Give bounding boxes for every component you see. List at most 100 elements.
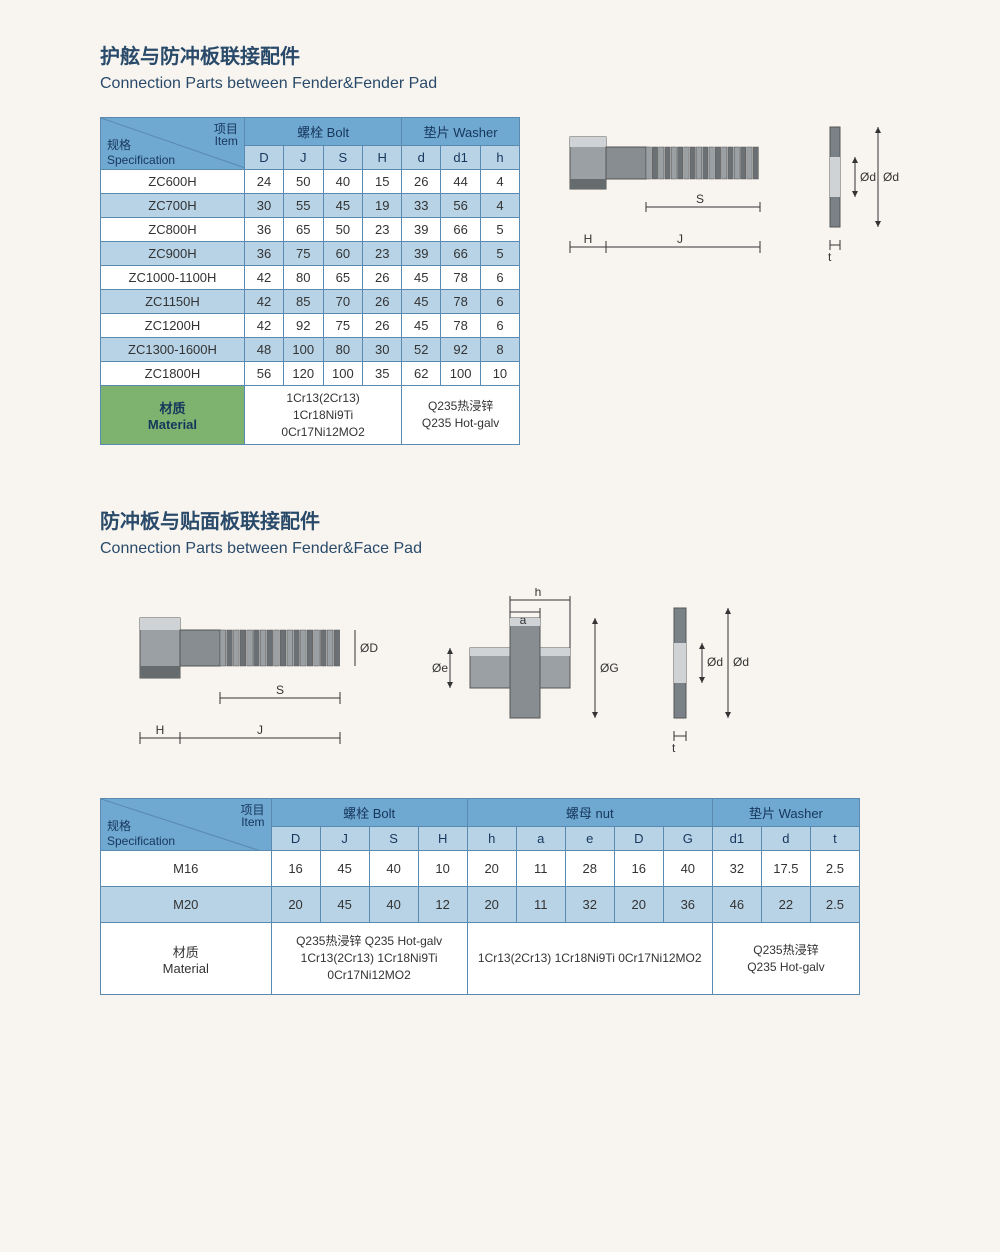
value-cell: 78 xyxy=(441,290,481,314)
value-cell: 40 xyxy=(663,851,712,887)
col-header: d xyxy=(761,827,810,851)
spec-cell: ZC1200H xyxy=(101,314,245,338)
spec-cell: M20 xyxy=(101,887,272,923)
col-header: J xyxy=(320,827,369,851)
col-header: h xyxy=(480,146,519,170)
bolt-material-2: Q235热浸锌 Q235 Hot-galv1Cr13(2Cr13) 1Cr18N… xyxy=(271,923,467,994)
value-cell: 30 xyxy=(363,338,402,362)
col-header: D xyxy=(244,146,283,170)
value-cell: 2.5 xyxy=(810,887,859,923)
value-cell: 65 xyxy=(323,266,363,290)
value-cell: 15 xyxy=(363,170,402,194)
value-cell: 19 xyxy=(363,194,402,218)
value-cell: 16 xyxy=(271,851,320,887)
svg-text:H: H xyxy=(156,723,165,737)
col-header: d1 xyxy=(712,827,761,851)
value-cell: 66 xyxy=(441,242,481,266)
value-cell: 56 xyxy=(441,194,481,218)
value-cell: 85 xyxy=(283,290,323,314)
value-cell: 44 xyxy=(441,170,481,194)
value-cell: 36 xyxy=(244,242,283,266)
value-cell: 92 xyxy=(283,314,323,338)
diagrams-section1: S H J Ød Ød1 xyxy=(560,117,900,277)
value-cell: 5 xyxy=(480,242,519,266)
value-cell: 6 xyxy=(480,266,519,290)
value-cell: 78 xyxy=(441,266,481,290)
svg-text:t: t xyxy=(672,741,676,755)
spec-cell: ZC700H xyxy=(101,194,245,218)
bolt2-diagram-icon: ØD S H J xyxy=(130,588,380,768)
washer2-diagram-icon: Ød Ød1 t xyxy=(660,588,750,768)
value-cell: 30 xyxy=(244,194,283,218)
value-cell: 6 xyxy=(480,314,519,338)
value-cell: 80 xyxy=(283,266,323,290)
value-cell: 50 xyxy=(323,218,363,242)
value-cell: 40 xyxy=(369,851,418,887)
value-cell: 45 xyxy=(320,887,369,923)
value-cell: 78 xyxy=(441,314,481,338)
svg-text:Ød1: Ød1 xyxy=(883,170,900,184)
value-cell: 52 xyxy=(402,338,441,362)
value-cell: 45 xyxy=(323,194,363,218)
washer-material: Q235热浸锌Q235 Hot-galv xyxy=(402,386,520,445)
svg-text:Ød: Ød xyxy=(707,655,723,669)
value-cell: 36 xyxy=(663,887,712,923)
spec-cell: ZC1800H xyxy=(101,362,245,386)
value-cell: 75 xyxy=(323,314,363,338)
material-label-2: 材质 Material xyxy=(101,923,272,994)
col-header: H xyxy=(418,827,467,851)
col-header: S xyxy=(369,827,418,851)
value-cell: 20 xyxy=(271,887,320,923)
value-cell: 24 xyxy=(244,170,283,194)
value-cell: 50 xyxy=(283,170,323,194)
svg-text:J: J xyxy=(257,723,263,737)
value-cell: 40 xyxy=(323,170,363,194)
value-cell: 23 xyxy=(363,242,402,266)
svg-text:Ød: Ød xyxy=(860,170,876,184)
diagrams-section2: ØD S H J h xyxy=(100,588,900,768)
value-cell: 92 xyxy=(441,338,481,362)
value-cell: 45 xyxy=(402,290,441,314)
value-cell: 23 xyxy=(363,218,402,242)
value-cell: 36 xyxy=(244,218,283,242)
value-cell: 40 xyxy=(369,887,418,923)
section-fender-pad: 护舷与防冲板联接配件 Connection Parts between Fend… xyxy=(100,40,900,445)
value-cell: 100 xyxy=(283,338,323,362)
spec-cell: ZC1300-1600H xyxy=(101,338,245,362)
value-cell: 20 xyxy=(467,887,516,923)
washer-header: 垫片 Washer xyxy=(402,118,520,146)
value-cell: 65 xyxy=(283,218,323,242)
nut-header: 螺母 nut xyxy=(467,799,712,827)
value-cell: 20 xyxy=(614,887,663,923)
section1-title-en: Connection Parts between Fender&Fender P… xyxy=(100,75,900,93)
value-cell: 75 xyxy=(283,242,323,266)
bolt-header-2: 螺栓 Bolt xyxy=(271,799,467,827)
svg-text:S: S xyxy=(276,683,284,697)
svg-text:Øe: Øe xyxy=(432,661,448,675)
nut-material: 1Cr13(2Cr13) 1Cr18Ni9Ti 0Cr17Ni12MO2 xyxy=(467,923,712,994)
bolt-header: 螺栓 Bolt xyxy=(244,118,401,146)
value-cell: 28 xyxy=(565,851,614,887)
bolt-material: 1Cr13(2Cr13)1Cr18Ni9Ti0Cr17Ni12MO2 xyxy=(244,386,401,445)
col-header: t xyxy=(810,827,859,851)
svg-text:H: H xyxy=(584,232,593,246)
section-face-pad: 防冲板与贴面板联接配件 Connection Parts between Fen… xyxy=(100,505,900,994)
value-cell: 60 xyxy=(323,242,363,266)
value-cell: 26 xyxy=(402,170,441,194)
svg-text:S: S xyxy=(696,192,704,206)
value-cell: 100 xyxy=(441,362,481,386)
value-cell: 6 xyxy=(480,290,519,314)
col-header: d1 xyxy=(441,146,481,170)
value-cell: 4 xyxy=(480,170,519,194)
value-cell: 11 xyxy=(516,851,565,887)
value-cell: 17.5 xyxy=(761,851,810,887)
col-header: G xyxy=(663,827,712,851)
spec-cell: ZC600H xyxy=(101,170,245,194)
value-cell: 42 xyxy=(244,266,283,290)
value-cell: 39 xyxy=(402,218,441,242)
svg-text:Ød1: Ød1 xyxy=(733,655,750,669)
value-cell: 32 xyxy=(712,851,761,887)
col-header: H xyxy=(363,146,402,170)
value-cell: 20 xyxy=(467,851,516,887)
svg-text:ØD: ØD xyxy=(360,641,378,655)
